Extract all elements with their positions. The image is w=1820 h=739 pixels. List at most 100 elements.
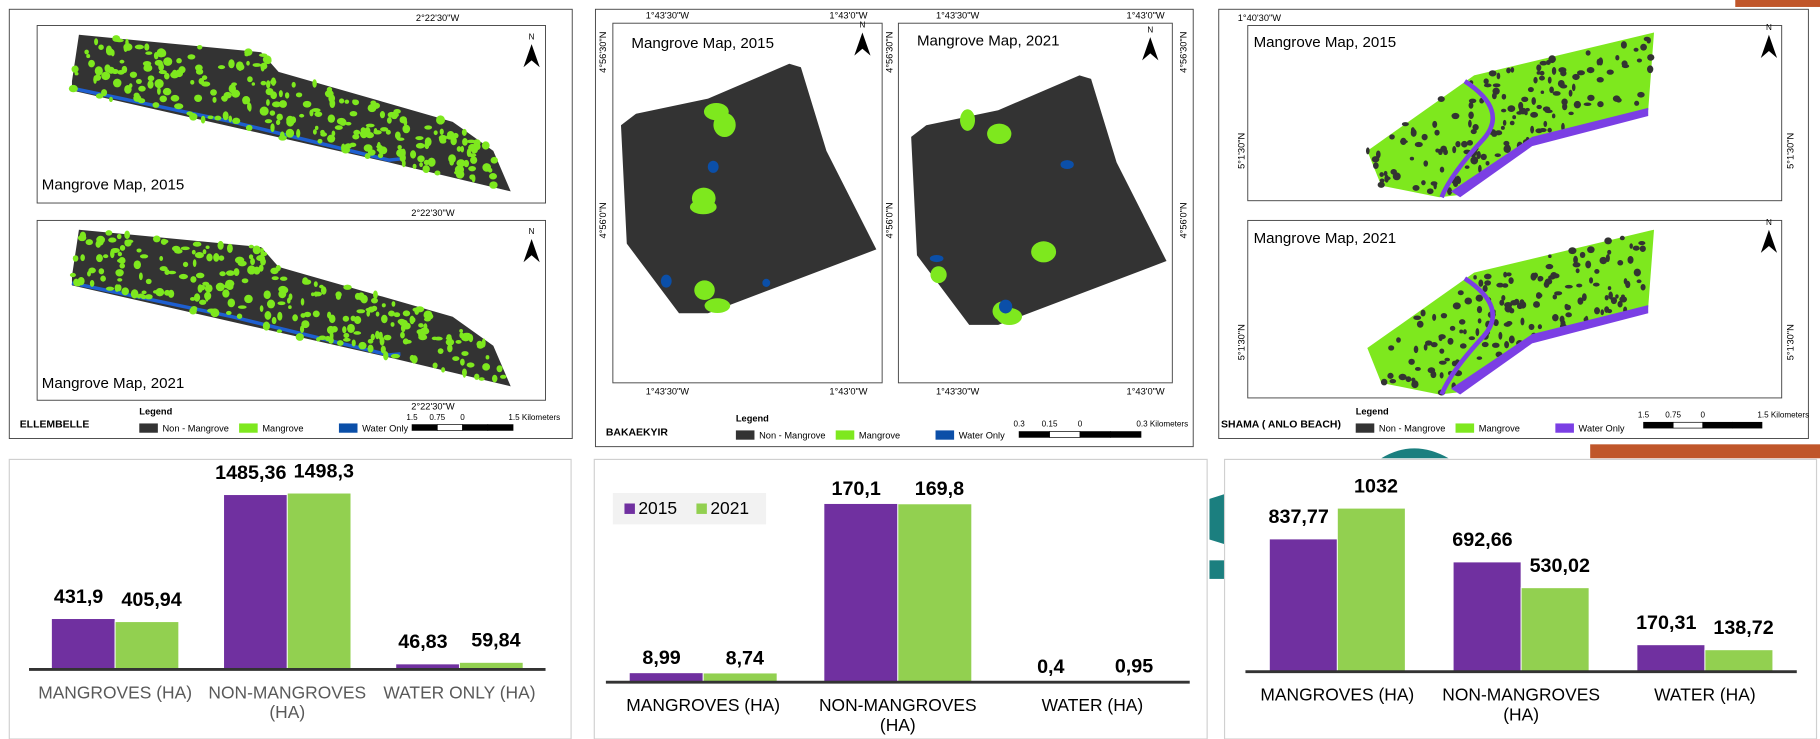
map-patch	[252, 82, 256, 86]
category-label-box: NON-MANGROVES (HA)	[1429, 686, 1613, 737]
map-patch	[392, 301, 396, 307]
map-patch	[1399, 374, 1407, 380]
legend-swatch	[139, 423, 158, 432]
map-patch	[377, 142, 381, 150]
site-name: ELLEMBELLE	[20, 419, 90, 430]
map-patch	[186, 111, 193, 115]
map-patch	[86, 54, 90, 58]
map-patch	[207, 308, 216, 312]
map-patch	[1381, 379, 1387, 386]
map-patch	[119, 257, 126, 264]
bar	[1453, 562, 1521, 672]
map-patch	[1548, 55, 1556, 63]
map-patch	[500, 375, 506, 379]
scale-label: 0.3 Kilometers	[1136, 420, 1188, 429]
map-patch	[296, 92, 302, 97]
map-patch	[205, 284, 213, 292]
map-patch	[196, 273, 205, 279]
map-patch	[192, 250, 196, 255]
map-patch	[1594, 269, 1599, 274]
map-patch	[492, 375, 497, 383]
category-label-box: MANGROVES (HA)	[1245, 686, 1429, 737]
value-label: 1485,36	[215, 462, 286, 484]
legend-swatch	[1356, 423, 1375, 432]
map-patch	[366, 310, 370, 317]
map-patch	[1421, 180, 1426, 185]
map-patch	[109, 97, 113, 102]
map-patch	[238, 305, 247, 308]
map-patch	[263, 322, 270, 331]
map-coordinate: 2°22'30"W	[416, 13, 460, 23]
legend-label: Water Only	[1579, 424, 1625, 434]
map-coordinate: 4°56'0"N	[1178, 202, 1188, 238]
map-patch	[441, 367, 445, 372]
map-patch	[195, 252, 204, 258]
map-patch	[1569, 90, 1573, 97]
map-patch	[1529, 324, 1535, 330]
map-patch	[296, 129, 300, 138]
map-patch	[424, 142, 429, 149]
map-patch	[265, 311, 272, 320]
map-patch	[1582, 293, 1587, 301]
map-patch	[1459, 319, 1465, 324]
map-patch	[228, 59, 234, 68]
map-patch	[482, 338, 486, 347]
map-patch	[1504, 145, 1511, 153]
map-patch	[247, 265, 256, 274]
bar	[51, 619, 115, 670]
map-patch	[199, 300, 206, 305]
map-patch	[1411, 380, 1418, 388]
map-patch	[391, 354, 400, 358]
map-patch	[138, 86, 146, 92]
map-coordinate: 2°22'30"W	[411, 208, 455, 218]
map-patch	[400, 332, 405, 339]
map-patch	[1440, 372, 1444, 378]
map-patch	[319, 285, 324, 289]
map-patch	[93, 75, 97, 83]
map-patch	[272, 276, 279, 280]
map-patch	[361, 127, 366, 133]
x-tick-label: MANGROVES (HA)	[1245, 686, 1429, 706]
map-patch	[1637, 279, 1642, 283]
map-patch	[133, 95, 141, 102]
map-patch	[201, 116, 206, 124]
map-patch	[461, 351, 468, 356]
map-patch	[1465, 165, 1470, 169]
map-patch	[1544, 281, 1550, 288]
bar	[898, 504, 972, 682]
map-patch	[1501, 109, 1506, 113]
map-patch	[403, 310, 410, 316]
map-patch	[433, 363, 438, 369]
map-patch	[276, 114, 282, 121]
map-patch	[425, 313, 434, 320]
map-patch	[270, 110, 276, 115]
map-title: Mangrove Map, 2015	[631, 35, 774, 52]
map-patch	[1594, 307, 1600, 314]
map-patch	[176, 58, 182, 63]
x-tick-label: WATER ONLY (HA)	[373, 683, 545, 703]
legend-swatch	[696, 503, 706, 513]
map-patch	[1509, 336, 1515, 344]
scale-label: 0.15	[1042, 420, 1058, 429]
map-patch	[106, 287, 114, 291]
map-patch	[1504, 305, 1512, 313]
map-patch	[460, 359, 465, 366]
map-patch	[80, 254, 85, 261]
map-patch	[73, 255, 79, 261]
map-patch	[1536, 64, 1541, 71]
value-label: 46,83	[398, 631, 447, 653]
map-patch	[1440, 167, 1444, 173]
map-patch	[1587, 246, 1595, 253]
map-patch	[1428, 367, 1436, 373]
map-patch	[436, 115, 445, 124]
map-patch	[1538, 324, 1542, 329]
map-patch	[325, 90, 334, 97]
map-patch	[193, 259, 197, 267]
map-patch	[1469, 102, 1474, 109]
map-patch	[331, 326, 338, 332]
map-patch	[1607, 309, 1612, 313]
map-patch	[168, 290, 174, 298]
scale-bar	[1080, 432, 1110, 438]
map-patch	[260, 107, 269, 116]
map-patch	[472, 175, 476, 183]
